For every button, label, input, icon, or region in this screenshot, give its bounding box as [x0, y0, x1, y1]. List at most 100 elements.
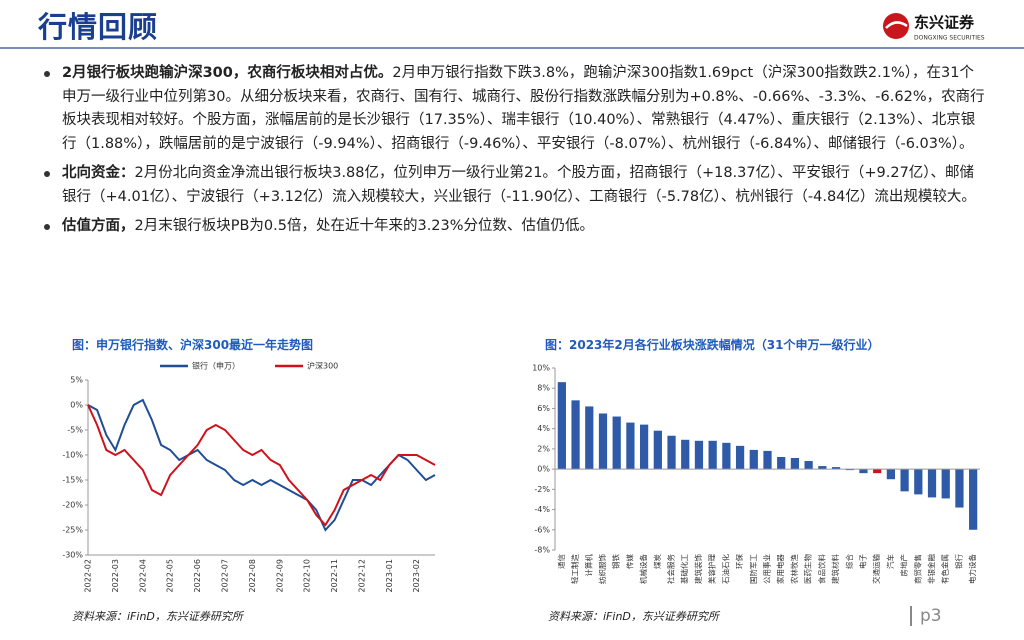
logo: 东兴证券 DONGXING SECURITIES: [883, 13, 985, 42]
x-tick-label: 交通运输: [871, 554, 881, 584]
x-tick-label: 综合: [844, 554, 854, 569]
x-tick-label: 2022-05: [166, 559, 175, 592]
x-tick-label: 非银金融: [926, 554, 936, 584]
page-number: p3: [910, 606, 942, 626]
legend-label: 银行（申万）: [192, 361, 240, 371]
x-tick-label: 房地产: [899, 554, 909, 577]
bar: [886, 469, 895, 480]
bar: [612, 416, 621, 470]
bar: [927, 469, 937, 498]
line-chart: 5% 0% -5% -10% -15% -20% -25% -30%2022-02 2022-0…: [62, 361, 436, 592]
bullet-list: 2月银行板块跑输沪深300，农商行板块相对占优。2月申万银行指数下跌3.8%，跑…: [40, 62, 985, 245]
x-tick-label: 食品饮料: [816, 554, 826, 584]
bar: [859, 469, 868, 474]
x-tick-label: 社会服务: [666, 554, 676, 584]
x-tick-label: 建筑装饰: [693, 554, 703, 584]
x-tick-label: 国防军工: [748, 554, 758, 584]
x-tick-label: 轻工制造: [570, 554, 580, 584]
x-tick-label: 医药生物: [803, 554, 813, 584]
logo-sub: DONGXING SECURITIES: [914, 35, 985, 42]
x-tick-label: 通信: [556, 554, 566, 569]
bar: [873, 469, 882, 474]
bar: [585, 406, 594, 470]
bar: [969, 469, 978, 530]
y-tick-label: 0%: [70, 401, 83, 410]
x-tick-label: 2022-03: [111, 559, 120, 592]
x-tick-label: 2022-12: [357, 559, 366, 592]
y-tick-label: -25%: [62, 526, 83, 535]
bullet: 估值方面，2月末银行板块PB为0.5倍，处在近十年来的3.23%分位数、估值仍低…: [40, 215, 985, 239]
header-rule: [0, 47, 1024, 49]
y-tick-label: -8%: [534, 546, 550, 555]
x-tick-label: 商贸零售: [912, 554, 922, 584]
bullet: 北向资金：2月份北向资金净流出银行板块3.88亿，位列申万一级行业第21。个股方…: [40, 162, 985, 209]
series-line: [87, 398, 436, 532]
bar: [722, 442, 731, 470]
y-tick-label: -6%: [534, 525, 550, 534]
y-tick-label: 5%: [70, 376, 83, 385]
bar: [831, 467, 841, 470]
x-tick-label: 计算机: [583, 554, 593, 577]
bullet-text: 2月末银行板块PB为0.5倍，处在近十年来的3.23%分位数、估值仍低。: [134, 218, 595, 234]
bar: [653, 430, 662, 470]
logo-name: 东兴证券: [914, 14, 975, 32]
y-tick-label: -2%: [534, 485, 550, 494]
x-tick-label: 电力设备: [967, 554, 977, 584]
x-tick-label: 农林牧渔: [789, 554, 799, 584]
bar: [571, 400, 580, 470]
x-tick-label: 汽车: [885, 554, 895, 569]
bar: [681, 439, 690, 470]
bar: [640, 424, 649, 470]
y-tick-label: 6%: [537, 404, 550, 413]
y-tick-label: -5%: [67, 426, 83, 435]
legend-label: 沪深300: [307, 361, 338, 371]
bar: [900, 469, 909, 492]
logo-swoosh: [885, 21, 908, 29]
bar-chart: 10% 8% 6% 4% 2% 0% -2% -4% -6% -8% 通信 轻工制造 计算机 纺织服饰 钢铁…: [532, 364, 980, 584]
x-tick-label: 公用事业: [762, 554, 772, 584]
bar: [914, 469, 923, 495]
x-tick-label: 钢铁: [611, 554, 621, 569]
bar: [735, 445, 745, 470]
x-tick-label: 2022-02: [84, 559, 93, 592]
bar: [708, 440, 717, 470]
page-title: 行情回顾: [38, 10, 159, 44]
source-note: 资料来源：iFinD，东兴证券研究所: [548, 610, 719, 623]
y-tick-label: -10%: [62, 451, 83, 460]
bullet-lead: 2月银行板块跑输沪深300，农商行板块相对占优。: [62, 65, 393, 81]
bullet-lead: 北向资金：: [62, 165, 135, 181]
y-tick-label: 2%: [537, 444, 550, 453]
y-tick-label: 8%: [537, 384, 550, 393]
x-tick-label: 建筑材料: [830, 554, 840, 584]
y-tick-label: -20%: [62, 501, 83, 510]
x-tick-label: 2022-04: [138, 559, 147, 592]
x-tick-label: 2022-10: [303, 559, 312, 592]
x-tick-label: 纺织服饰: [597, 554, 607, 584]
x-tick-label: 2023-01: [385, 559, 394, 592]
y-tick-label: 4%: [537, 424, 550, 433]
x-tick-label: 传媒: [624, 554, 634, 569]
y-tick-label: -30%: [62, 551, 83, 560]
x-tick-label: 2022-09: [275, 559, 284, 592]
x-tick-label: 石油石化: [720, 554, 730, 584]
x-tick-label: 电子: [857, 554, 867, 569]
bar: [694, 440, 704, 470]
bar: [626, 422, 635, 470]
bar: [667, 435, 676, 470]
bar: [818, 466, 827, 470]
chart-title: 图：2023年2月各行业板块涨跌幅情况（31个申万一级行业）: [545, 338, 880, 352]
x-tick-label: 2022-07: [220, 559, 229, 592]
bar: [941, 469, 950, 499]
bar: [749, 449, 758, 470]
x-tick-label: 有色金属: [940, 554, 950, 584]
y-tick-label: -4%: [534, 505, 550, 514]
x-tick-label: 机械设备: [638, 554, 648, 584]
bar: [955, 469, 964, 508]
x-tick-label: 2022-08: [248, 559, 257, 592]
bar: [598, 413, 608, 470]
x-tick-label: 环保: [735, 554, 744, 569]
x-tick-label: 2022-11: [330, 559, 339, 592]
x-tick-label: 2023-02: [412, 559, 421, 592]
bullet: 2月银行板块跑输沪深300，农商行板块相对占优。2月申万银行指数下跌3.8%，跑…: [40, 62, 985, 156]
